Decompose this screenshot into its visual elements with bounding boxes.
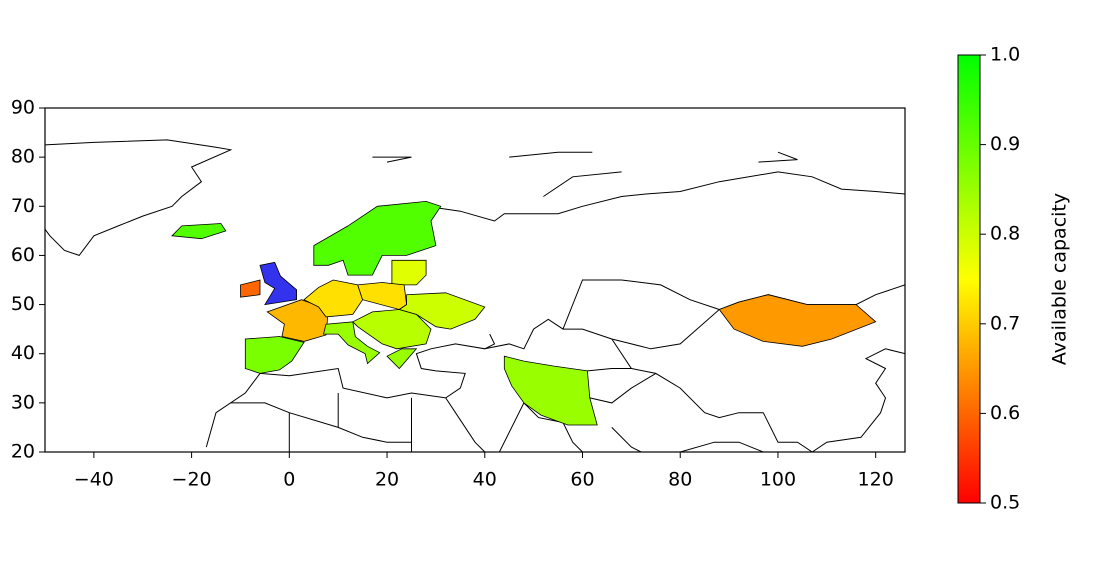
colorbar-tick-label: 0.5 <box>990 492 1020 514</box>
coastline <box>680 441 764 452</box>
map <box>45 139 905 452</box>
region <box>398 292 486 330</box>
colorbar-tick-label: 0.7 <box>990 312 1020 334</box>
region <box>391 259 427 286</box>
y-tick-label: 30 <box>11 391 35 413</box>
coastline <box>372 156 412 163</box>
region <box>718 294 877 347</box>
y-tick-label: 90 <box>11 97 35 119</box>
x-tick-label: 60 <box>570 469 594 491</box>
y-tick-label: 70 <box>11 195 35 217</box>
region <box>171 223 227 240</box>
coastline <box>509 151 593 158</box>
colorbar-tick-label: 0.8 <box>990 223 1020 245</box>
region <box>244 336 305 374</box>
uk-region <box>259 261 298 306</box>
coastline <box>562 279 720 330</box>
y-tick-label: 20 <box>11 441 35 463</box>
x-tick-label: −20 <box>172 469 212 491</box>
y-tick-label: 40 <box>11 342 35 364</box>
coastline <box>758 151 798 163</box>
x-tick-label: 20 <box>375 469 399 491</box>
coastline <box>611 427 642 452</box>
colorbar <box>957 54 981 504</box>
coastline <box>587 368 632 372</box>
colorbar-tick-label: 0.9 <box>990 133 1020 155</box>
y-tick-label: 60 <box>11 244 35 266</box>
region <box>313 200 442 276</box>
y-tick-label: 80 <box>11 146 35 168</box>
coastline <box>611 338 813 452</box>
x-tick-label: −40 <box>74 469 114 491</box>
region <box>503 355 598 426</box>
x-tick-label: 100 <box>760 469 796 491</box>
x-tick-label: 80 <box>668 469 692 491</box>
x-tick-label: 0 <box>283 469 295 491</box>
plot-area <box>45 108 905 452</box>
coastline <box>426 171 905 222</box>
region <box>386 348 418 370</box>
axes-frame <box>44 107 906 453</box>
coastline <box>811 348 905 452</box>
colorbar-tick-label: 1.0 <box>990 44 1020 66</box>
coastline <box>498 402 583 452</box>
region <box>240 279 261 298</box>
coastline <box>205 333 496 448</box>
x-tick-label: 40 <box>473 469 497 491</box>
coastline <box>45 139 233 256</box>
region <box>352 309 432 350</box>
coastline <box>543 171 622 197</box>
y-tick-label: 50 <box>11 293 35 315</box>
region <box>266 299 329 342</box>
region <box>322 321 381 365</box>
colorbar-label: Available capacity <box>1049 193 1071 365</box>
coastline <box>445 397 486 452</box>
coastline <box>589 372 657 404</box>
colorbar-tick-label: 0.6 <box>990 402 1020 424</box>
x-tick-label: 120 <box>858 469 894 491</box>
